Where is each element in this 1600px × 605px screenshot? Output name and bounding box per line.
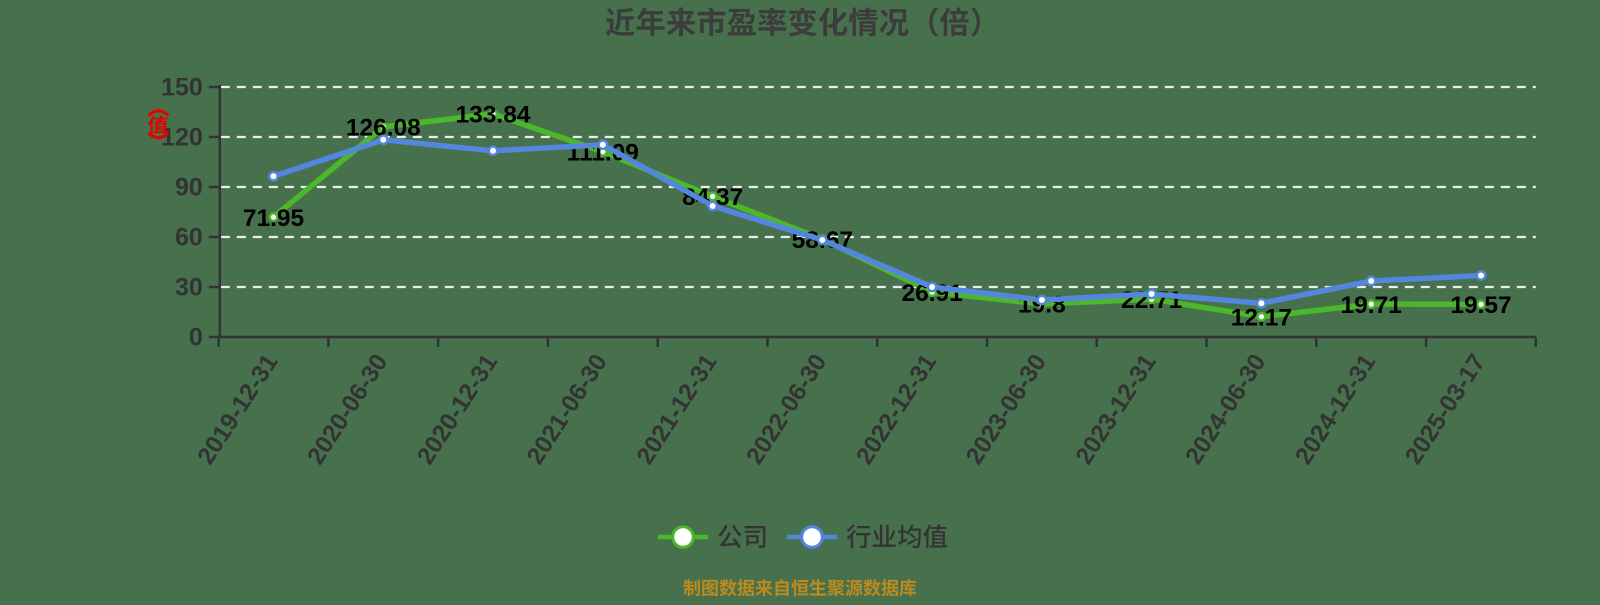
svg-text:133.84: 133.84 — [456, 102, 531, 129]
svg-text:19.71: 19.71 — [1341, 292, 1402, 319]
svg-text:71.95: 71.95 — [243, 205, 304, 232]
svg-text:19.57: 19.57 — [1450, 292, 1511, 319]
svg-text:0: 0 — [189, 324, 203, 352]
svg-text:60: 60 — [175, 224, 203, 252]
svg-text:120: 120 — [161, 124, 203, 152]
svg-text:90: 90 — [175, 174, 203, 202]
svg-text:150: 150 — [161, 74, 203, 102]
svg-text:12.17: 12.17 — [1231, 304, 1292, 331]
svg-text:30: 30 — [175, 274, 203, 302]
